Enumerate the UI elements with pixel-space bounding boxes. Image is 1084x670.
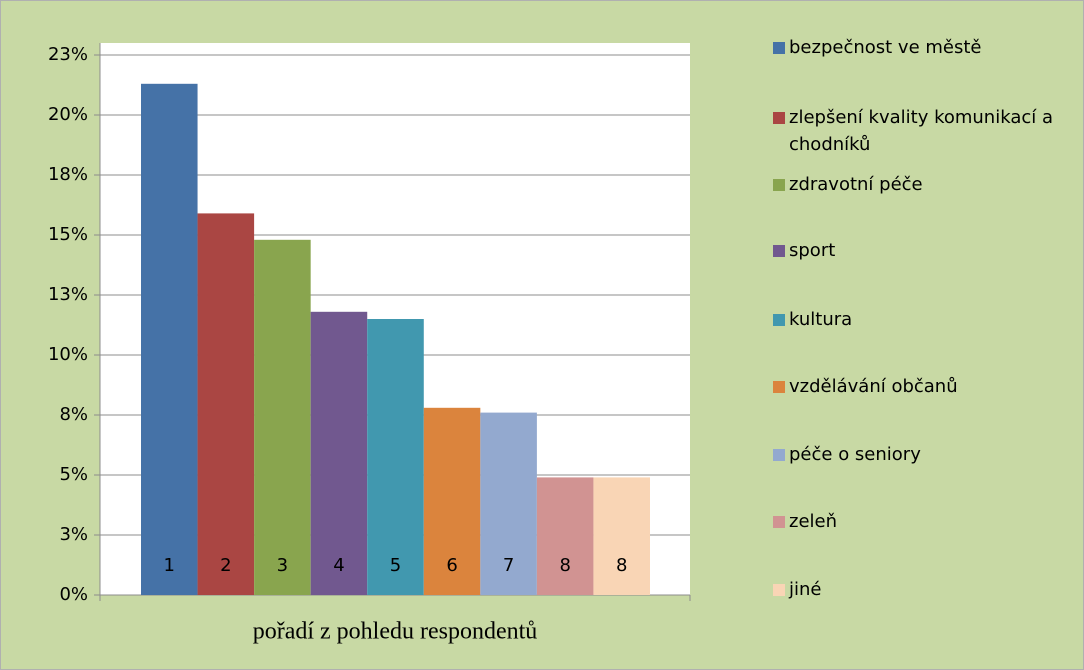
y-tick-label: 15% <box>48 224 88 245</box>
legend-swatch <box>773 245 785 257</box>
legend-item: zeleň <box>773 508 1084 535</box>
y-tick-label: 20% <box>48 104 88 125</box>
legend-swatch <box>773 179 785 191</box>
legend-swatch <box>773 314 785 326</box>
bar <box>423 407 481 595</box>
legend-swatch <box>773 112 785 124</box>
x-axis-label: pořadí z pohledu respondentů <box>253 619 538 645</box>
bar <box>310 311 368 595</box>
legend-item: vzdělávání občanů <box>773 373 1084 400</box>
legend-label: zlepšení kvality komunikací a chodníků <box>789 107 1054 155</box>
legend-label: péče o seniory <box>789 444 921 465</box>
bar-category-label: 6 <box>446 555 457 576</box>
bar-category-label: 8 <box>559 555 570 576</box>
legend-swatch <box>773 42 785 54</box>
legend-swatch <box>773 584 785 596</box>
bar-category-label: 8 <box>616 555 627 576</box>
legend-item: péče o seniory <box>773 441 1084 468</box>
bar <box>141 83 198 596</box>
legend-swatch <box>773 516 785 528</box>
legend-label: zdravotní péče <box>789 174 923 195</box>
legend-label: bezpečnost ve městě <box>789 37 982 58</box>
bar-category-label: 4 <box>333 555 344 576</box>
y-tick-label: 13% <box>48 284 88 305</box>
bar <box>536 477 594 595</box>
legend-label: sport <box>789 240 836 261</box>
legend-label: jiné <box>789 579 822 600</box>
legend-label: kultura <box>789 309 853 330</box>
bar <box>480 412 537 595</box>
bar <box>254 239 311 596</box>
legend-item: bezpečnost ve městě <box>773 34 1084 61</box>
legend-swatch <box>773 381 785 393</box>
bar-category-label: 3 <box>277 555 288 576</box>
bar <box>367 319 424 595</box>
bar-category-label: 5 <box>390 555 401 576</box>
legend-swatch <box>773 449 785 461</box>
y-tick-label: 5% <box>59 464 88 485</box>
y-tick-label: 0% <box>59 584 88 605</box>
legend-label: vzdělávání občanů <box>789 376 958 397</box>
legend-item: sport <box>773 237 1084 264</box>
legend-item: jiné <box>773 576 1084 603</box>
y-tick-label: 18% <box>48 164 88 185</box>
y-tick-label: 23% <box>48 44 88 65</box>
bar-category-label: 2 <box>220 555 231 576</box>
bar <box>593 477 650 595</box>
y-tick-label: 8% <box>59 404 88 425</box>
legend-label: zeleň <box>789 511 838 532</box>
y-tick-label: 10% <box>48 344 88 365</box>
legend-item: zlepšení kvality komunikací a chodníků <box>773 104 1084 158</box>
legend-item: kultura <box>773 306 1084 333</box>
bar-category-label: 7 <box>503 555 514 576</box>
legend-item: zdravotní péče <box>773 171 1084 198</box>
bar <box>197 213 255 595</box>
y-tick-label: 3% <box>59 524 88 545</box>
bar-category-label: 1 <box>164 555 175 576</box>
